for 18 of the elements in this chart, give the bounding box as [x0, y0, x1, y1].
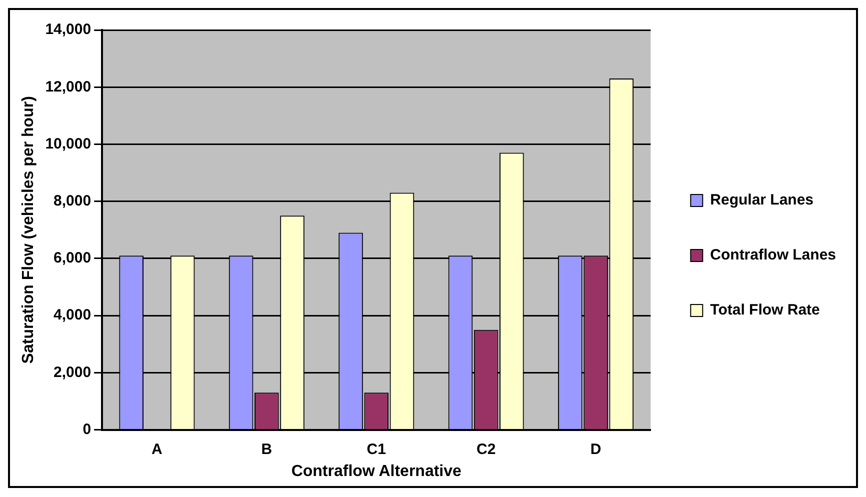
- y-tick-label: 4,000: [54, 306, 92, 324]
- x-tick-label: B: [261, 440, 272, 458]
- y-tick-label: 8,000: [54, 192, 92, 210]
- y-tick-label: 14,000: [45, 21, 92, 38]
- x-tick-label: C1: [366, 440, 386, 458]
- x-tick-label: D: [590, 440, 602, 458]
- x-tick-label: C2: [476, 440, 496, 458]
- y-tick-label: 0: [82, 420, 92, 438]
- legend-label: Contraflow Lanes: [710, 246, 836, 264]
- y-tick-label: 12,000: [45, 78, 92, 96]
- x-tick-label: A: [152, 440, 163, 458]
- y-tick-label: 2,000: [54, 364, 92, 381]
- x-axis-title: Contraflow Alternative: [291, 462, 462, 480]
- y-tick-label: 10,000: [45, 135, 92, 152]
- legend-label: Total Flow Rate: [710, 302, 820, 319]
- legend-label: Regular Lanes: [710, 192, 814, 209]
- y-tick-label: 6,000: [54, 250, 92, 267]
- y-axis-title: Saturation Flow (vehicles per hour): [20, 96, 38, 364]
